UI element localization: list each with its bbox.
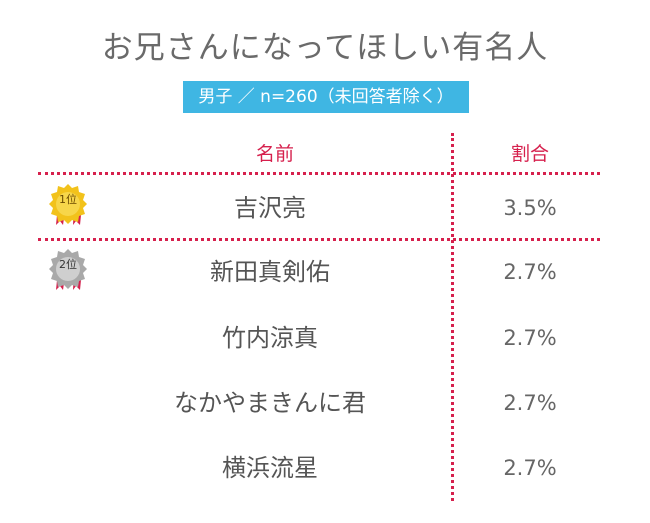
column-header-ratio: 割合 xyxy=(510,143,549,165)
table-row: 横浜流星 2.7% xyxy=(0,448,650,488)
gold-medal-icon: 1位 xyxy=(48,183,92,237)
header-divider xyxy=(38,172,600,175)
table-row: なかやまきんに君 2.7% xyxy=(0,383,650,423)
sample-banner: 男子 ／ n=260（未回答者除く） xyxy=(183,81,469,113)
silver-medal-icon: 2位 xyxy=(48,248,92,302)
table-row: 1位 吉沢亮 3.5% xyxy=(0,184,650,228)
rank-divider xyxy=(38,238,600,241)
page-title: お兄さんになってほしい有名人 xyxy=(101,30,549,66)
ratio-cell: 2.7% xyxy=(503,260,557,284)
name-cell: 竹内涼真 xyxy=(222,324,318,352)
name-cell: 吉沢亮 xyxy=(234,194,306,222)
name-cell: なかやまきんに君 xyxy=(174,389,366,417)
column-header-name: 名前 xyxy=(255,143,294,165)
name-cell: 新田真剣佑 xyxy=(210,258,330,286)
ratio-cell: 2.7% xyxy=(503,391,557,415)
ratio-cell: 2.7% xyxy=(503,326,557,350)
table-row: 竹内涼真 2.7% xyxy=(0,318,650,358)
column-divider xyxy=(451,133,454,501)
table-row: 2位 新田真剣佑 2.7% xyxy=(0,249,650,292)
rank-label: 2位 xyxy=(59,258,77,271)
ratio-cell: 2.7% xyxy=(503,456,557,480)
ratio-cell: 3.5% xyxy=(503,196,557,220)
rank-label: 1位 xyxy=(59,193,77,206)
name-cell: 横浜流星 xyxy=(222,454,318,482)
